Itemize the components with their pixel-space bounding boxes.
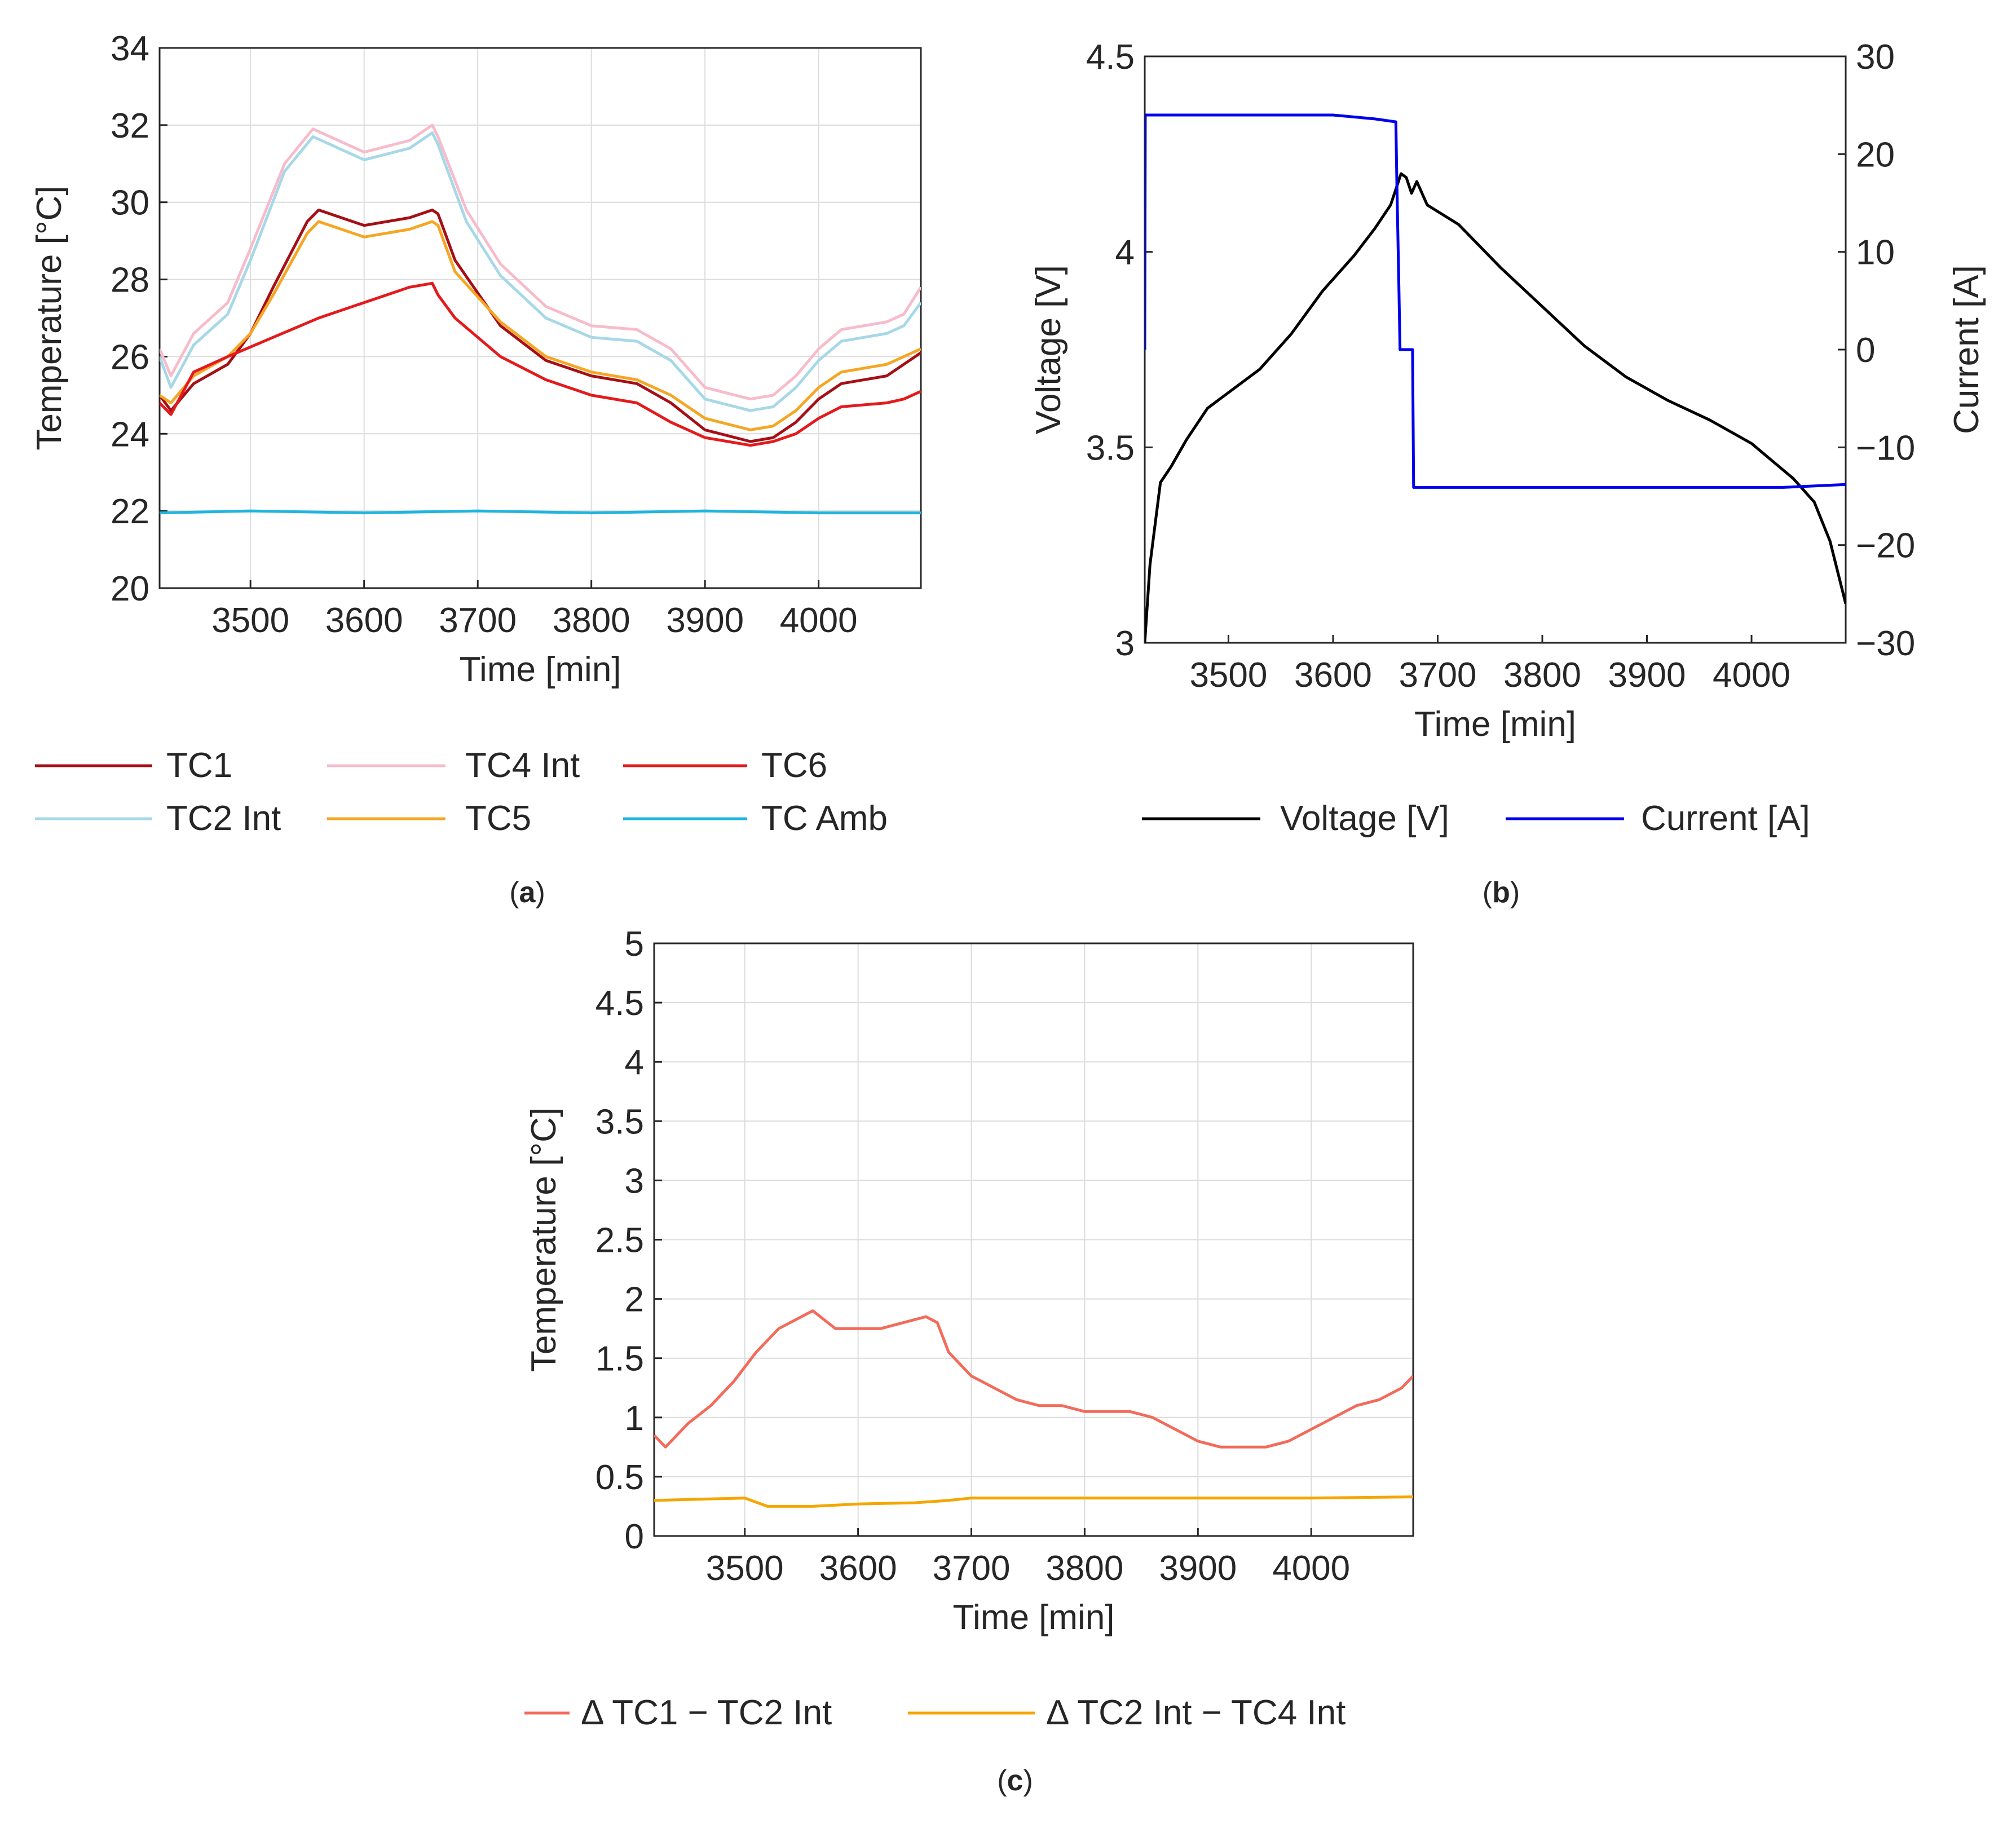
legend-entry: Δ TC2 Int − TC4 Int [1046, 1693, 1346, 1732]
x-axis-label: Time [min] [1414, 705, 1576, 744]
x-tick-label: 3800 [1046, 1549, 1123, 1588]
y-tick-label: 0 [625, 1517, 644, 1556]
legend-entry: Voltage [V] [1280, 799, 1449, 838]
y-tick-label: 22 [111, 492, 149, 531]
legend-entry: TC5 [465, 799, 531, 838]
y-axis-label: Temperature [°C] [30, 186, 69, 450]
legend-entry: TC4 Int [465, 746, 580, 785]
y-tick-label: 26 [111, 338, 149, 377]
y-tick-label: 1 [625, 1399, 644, 1438]
y-right-tick-label: 10 [1856, 233, 1895, 272]
legend-entry: TC Amb [761, 799, 888, 838]
axes-frame [1144, 55, 1847, 644]
x-tick-label: 3700 [1399, 656, 1476, 695]
y-tick-label: 3 [625, 1162, 644, 1200]
x-tick-label: 3600 [1294, 656, 1372, 695]
series-line--tc1-tc2-int [654, 1309, 1413, 1449]
x-tick-label: 4000 [1713, 656, 1790, 695]
y-tick-label: 32 [111, 107, 149, 145]
x-axis-label: Time [min] [459, 650, 621, 689]
y-axis-label: Temperature [°C] [524, 1107, 563, 1372]
y-right-tick-label: −30 [1856, 624, 1915, 663]
y-tick-label: 1.5 [595, 1340, 644, 1379]
series-line-voltage-v- [1145, 172, 1846, 643]
series-line-tc2-int [160, 131, 921, 412]
y-right-tick-label: −20 [1856, 527, 1915, 566]
panel-label: (b) [1483, 876, 1520, 909]
x-axis-label: Time [min] [952, 1598, 1114, 1637]
series-group [1145, 113, 1846, 643]
axes-frame [158, 47, 922, 589]
y-right-tick-label: 30 [1856, 38, 1895, 77]
x-tick-label: 3500 [706, 1549, 784, 1588]
x-tick-label: 3500 [211, 601, 289, 640]
legend-entry: TC2 Int [166, 799, 281, 838]
y-tick-label: 3 [1115, 624, 1135, 663]
y-tick-label: 24 [111, 415, 149, 454]
y-tick-label: 3.5 [595, 1102, 644, 1141]
x-tick-label: 3900 [1159, 1549, 1237, 1588]
series-line-tc6 [160, 281, 921, 447]
y-tick-label: 28 [111, 261, 149, 300]
legend-entry: TC1 [166, 746, 232, 785]
x-tick-label: 3600 [325, 601, 403, 640]
panel-label: (c) [997, 1764, 1033, 1797]
series-line-tc1 [160, 208, 921, 443]
panel-a: 3500 3600 3700 3800 3900 4000 20 22 24 26 28 30 32 34… [30, 29, 922, 909]
y-tick-label: 5 [625, 925, 644, 964]
y-tick-label: 4.5 [1086, 38, 1135, 77]
series-group [160, 123, 921, 515]
panel-b: 3500 3600 3700 3800 3900 4000 3 3.5 4 4.5 −30 −20 −1… [1029, 38, 1986, 909]
x-tick-label: 3700 [933, 1549, 1011, 1588]
y-tick-label: 4.5 [595, 984, 644, 1023]
legend-entry: Δ TC1 − TC2 Int [581, 1693, 832, 1732]
series-line--tc2-int-tc4-int [654, 1495, 1413, 1508]
x-tick-label: 4000 [1272, 1549, 1350, 1588]
x-tick-label: 3900 [666, 601, 744, 640]
y-tick-label: 4 [625, 1043, 644, 1082]
panel-c: 3500 3600 3700 3800 3900 4000 0 0.5 1 1.5 2 2.5 3 3.5… [524, 925, 1414, 1797]
y-tick-label: 0.5 [595, 1458, 644, 1497]
x-tick-label: 3500 [1189, 656, 1267, 695]
y-right-tick-label: 20 [1856, 135, 1895, 174]
y-axis-label: Voltage [V] [1029, 265, 1068, 434]
x-tick-label: 3600 [819, 1549, 897, 1588]
series-line-tc5 [160, 220, 921, 431]
series-line-tc-amb [160, 509, 921, 515]
series-line-tc4-int [160, 123, 921, 401]
y-tick-label: 30 [111, 184, 149, 223]
y-tick-label: 4 [1115, 233, 1135, 272]
x-tick-label: 3700 [439, 601, 517, 640]
y-tick-label: 2.5 [595, 1221, 644, 1260]
series-group [654, 1309, 1413, 1508]
x-tick-label: 3800 [553, 601, 630, 640]
legend-entry: Current [A] [1641, 799, 1810, 838]
legend-entry: TC6 [761, 746, 827, 785]
y-right-tick-label: −10 [1856, 429, 1915, 467]
y-right-tick-label: 0 [1856, 331, 1875, 370]
x-tick-label: 3900 [1608, 656, 1686, 695]
x-tick-label: 3800 [1503, 656, 1581, 695]
y-tick-label: 3.5 [1086, 429, 1135, 467]
panel-label: (a) [509, 876, 545, 909]
y-tick-label: 34 [111, 29, 149, 68]
series-line-current-a- [1145, 113, 1846, 489]
x-tick-label: 4000 [780, 601, 858, 640]
y-right-axis-label: Current [A] [1947, 265, 1986, 434]
y-tick-label: 20 [111, 570, 149, 608]
y-tick-label: 2 [625, 1281, 644, 1319]
